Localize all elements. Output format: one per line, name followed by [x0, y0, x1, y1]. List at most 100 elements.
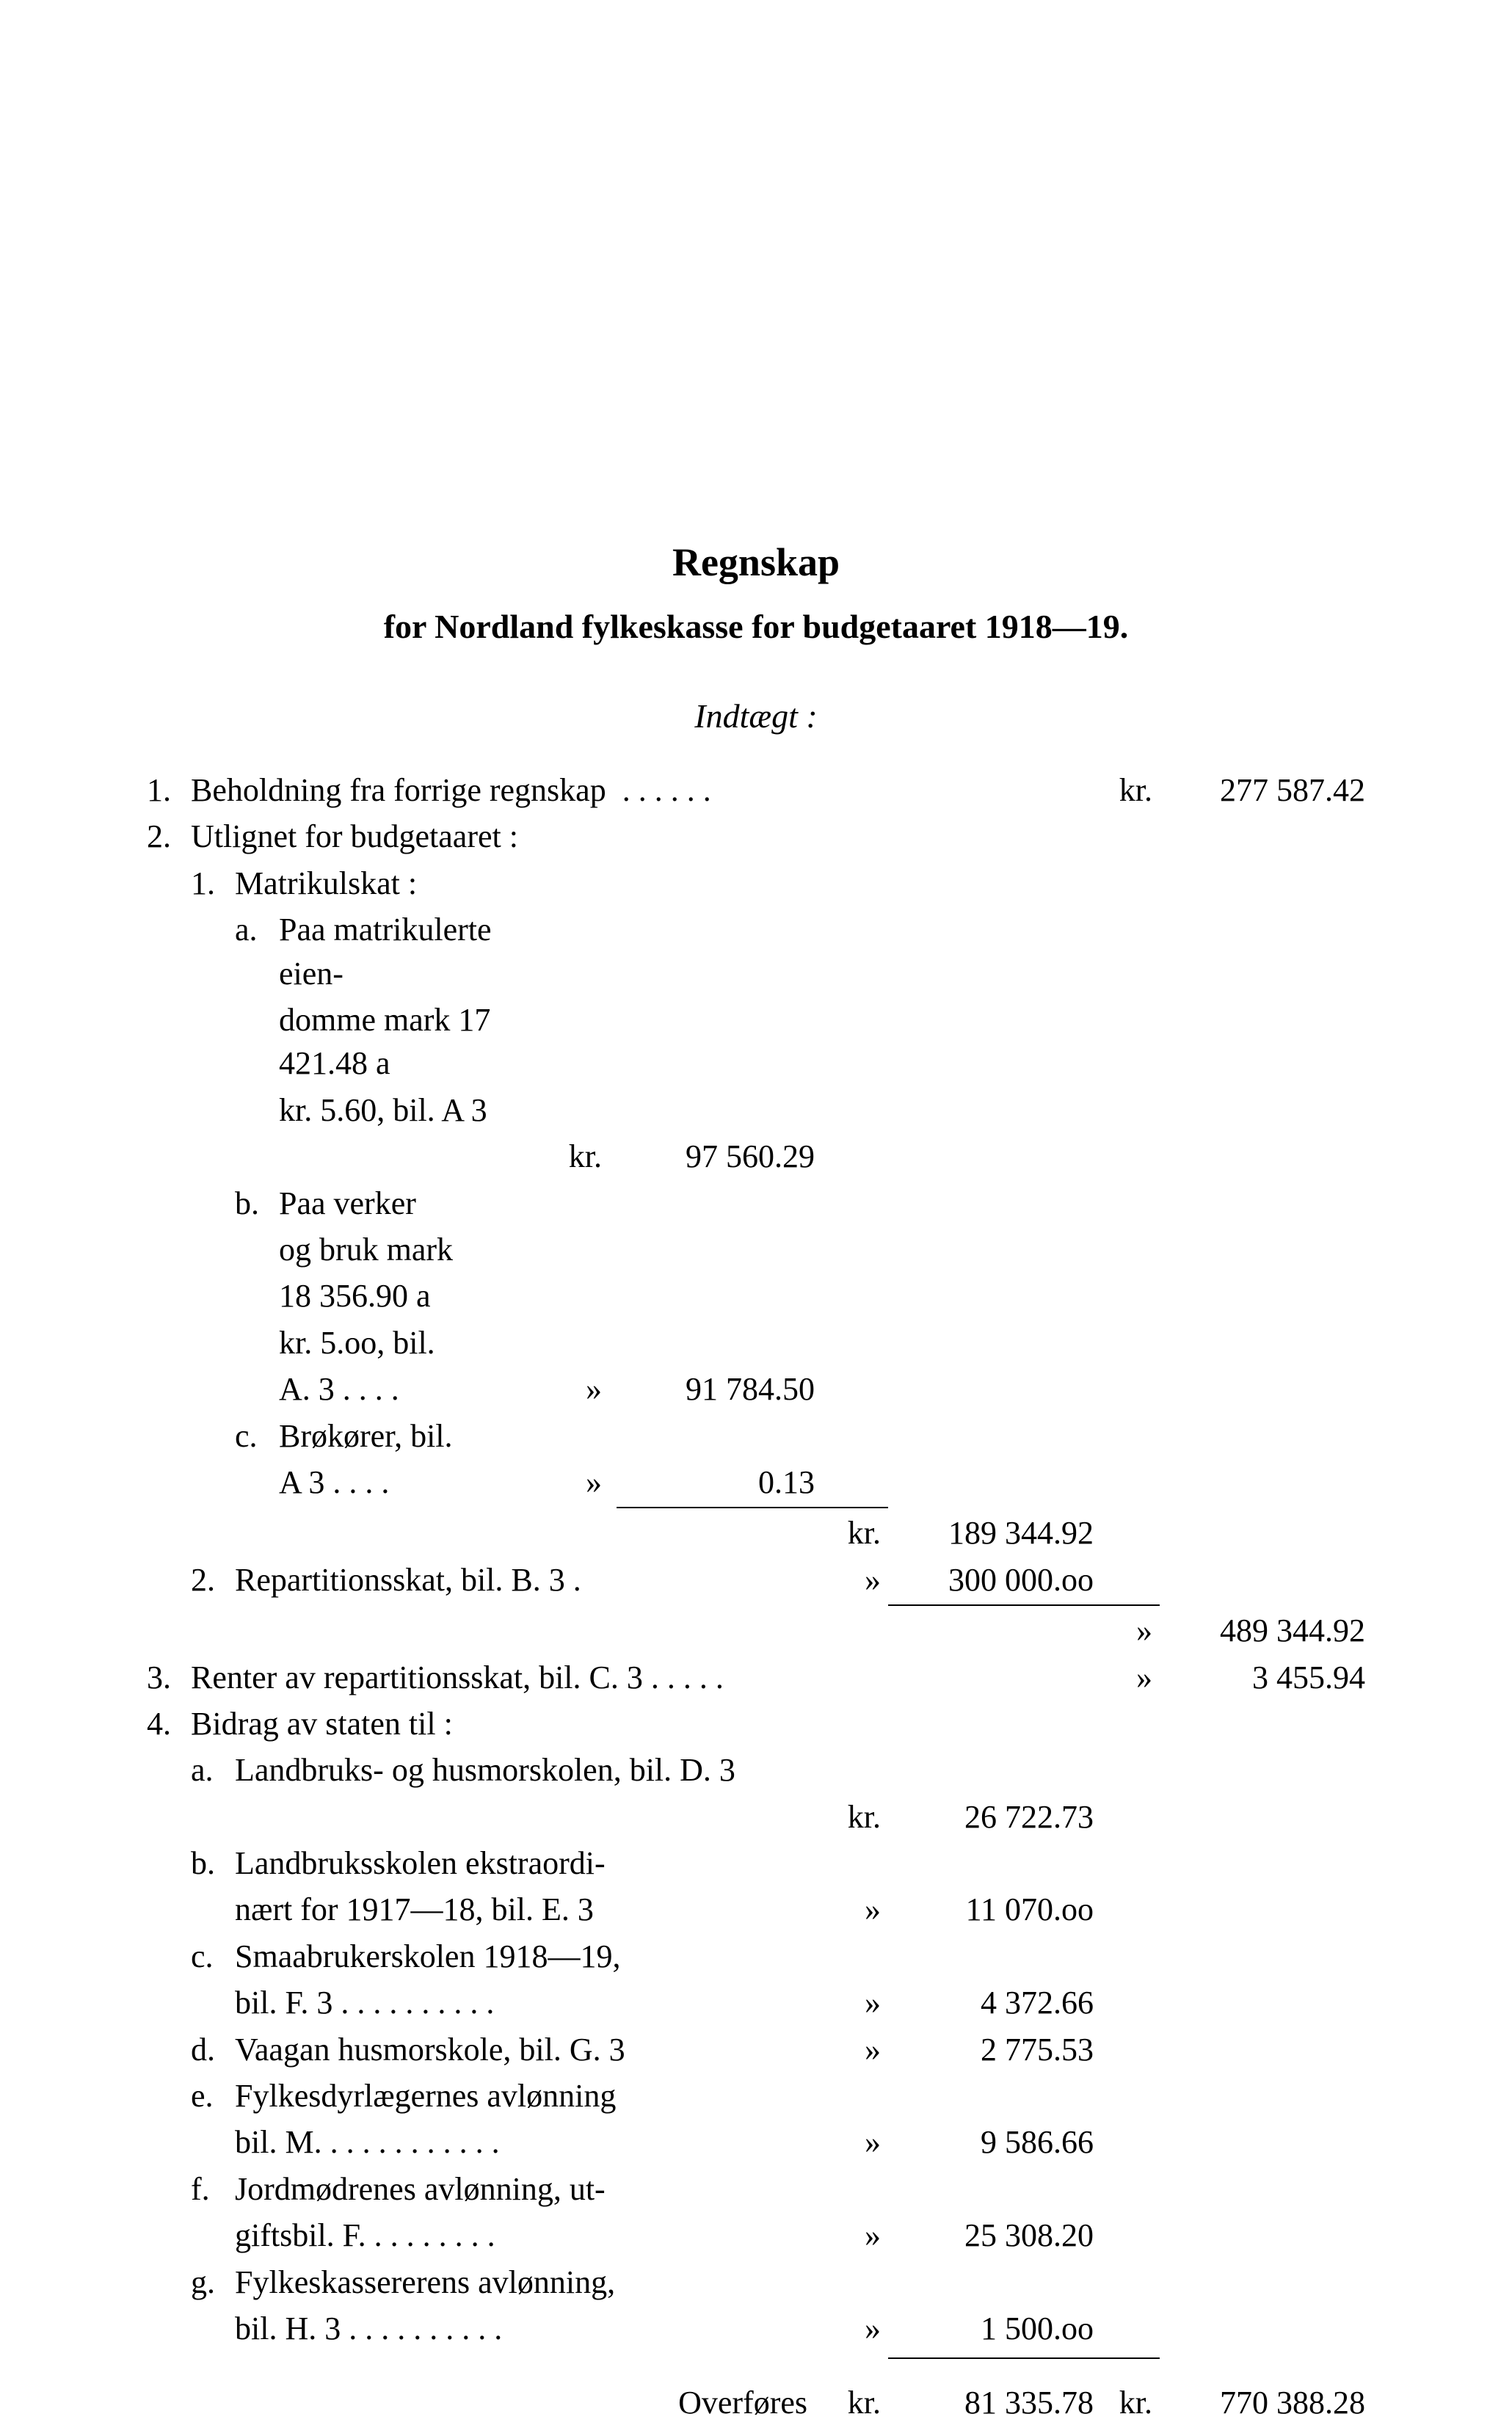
row-label: Landbruks- og husmorskolen, bil. D. 3: [235, 1748, 815, 1792]
rule: [888, 2357, 1160, 2359]
sub-letter: f.: [191, 2167, 235, 2211]
page-subtitle: for Nordland fylkeskasse for budgetaaret…: [147, 604, 1365, 650]
amount: 26 722.73: [888, 1795, 1094, 1839]
row-label: 18 356.90 a: [279, 1274, 543, 1317]
row-label: Smaabrukerskolen 1918—19,: [235, 1935, 815, 1978]
sub-letter: b.: [191, 1842, 235, 1885]
amount: 9 586.66: [888, 2120, 1094, 2164]
sub-letter: c.: [235, 1414, 279, 1458]
row-label: Paa verker: [279, 1182, 543, 1225]
row-4-g-2: bil. H. 3 . . . . . . . . . . » 1 500.oo: [147, 2307, 1365, 2350]
currency-unit: »: [815, 2120, 888, 2164]
row-label: Jordmødrenes avlønning, ut-: [235, 2167, 815, 2211]
row-label: A. 3 . . . .: [279, 1367, 543, 1411]
row-4: 4. Bidrag av staten til :: [147, 1702, 1365, 1745]
currency-unit: »: [1094, 1656, 1160, 1699]
row-4-a-amt: kr. 26 722.73: [147, 1795, 1365, 1839]
rule: [617, 1507, 888, 1508]
document-page: Regnskap for Nordland fylkeskasse for bu…: [0, 0, 1512, 2425]
row-label: Fylkesdyrlægernes avlønning: [235, 2074, 815, 2117]
amount: 277 587.42: [1160, 768, 1365, 812]
row-2-total: » 489 344.92: [147, 1609, 1365, 1652]
row-label: Fylkeskassererens avlønning,: [235, 2261, 815, 2304]
rule: [888, 1604, 1160, 1606]
leader-dots: . . . . . .: [622, 772, 711, 808]
currency-unit: kr.: [815, 1511, 888, 1555]
amount: 1 500.oo: [888, 2307, 1094, 2350]
row-label: Paa matrikulerte eien-: [279, 908, 543, 995]
row-label: bil. F. 3 . . . . . . . . . .: [235, 1981, 815, 2024]
row-label: Repartitionsskat, bil. B. 3 .: [235, 1558, 815, 1601]
row-4-g: g. Fylkeskassererens avlønning,: [147, 2261, 1365, 2304]
row-4-b-2: nært for 1917—18, bil. E. 3 » 11 070.oo: [147, 1888, 1365, 1931]
row-2-1-a-3: kr. 5.60, bil. A 3: [147, 1088, 1365, 1132]
currency-unit: »: [543, 1367, 609, 1411]
row-label: kr. 5.60, bil. A 3: [279, 1088, 543, 1132]
row-4-f: f. Jordmødrenes avlønning, ut-: [147, 2167, 1365, 2211]
row-4-d: d. Vaagan husmorskole, bil. G. 3 » 2 775…: [147, 2028, 1365, 2071]
row-number: 3.: [147, 1656, 191, 1699]
row-number: 2.: [147, 815, 191, 858]
row-2-1-a: a. Paa matrikulerte eien-: [147, 908, 1365, 995]
currency-unit: »: [815, 2028, 888, 2071]
sub-letter: c.: [191, 1935, 235, 1978]
currency-unit: »: [815, 2214, 888, 2257]
amount: 97 560.29: [609, 1135, 815, 1178]
amount: 4 372.66: [888, 1981, 1094, 2024]
amount: 3 455.94: [1160, 1656, 1365, 1699]
row-2-1-b-2: og bruk mark: [147, 1228, 1365, 1271]
amount: 300 000.oo: [888, 1558, 1094, 1601]
sub-letter: g.: [191, 2261, 235, 2304]
row-number: 1.: [147, 768, 191, 812]
amount: 0.13: [609, 1461, 815, 1504]
row-label: Utlignet for budgetaaret :: [191, 815, 815, 858]
row-label: Brøkører, bil.: [279, 1414, 543, 1458]
row-2-1-c: c. Brøkører, bil.: [147, 1414, 1365, 1458]
row-number: 4.: [147, 1702, 191, 1745]
amount: 770 388.28: [1160, 2381, 1365, 2424]
row-label: Beholdning fra forrige regnskap . . . . …: [191, 768, 815, 812]
currency-unit: kr.: [1094, 2381, 1160, 2424]
row-4-b: b. Landbruksskolen ekstraordi-: [147, 1842, 1365, 1885]
row-2-1-a-2: domme mark 17 421.48 a: [147, 998, 1365, 1086]
row-label: bil. M. . . . . . . . . . . .: [235, 2120, 815, 2164]
sub-letter: d.: [191, 2028, 235, 2071]
amount: 91 784.50: [609, 1367, 815, 1411]
row-2-1: 1. Matrikulskat :: [147, 862, 1365, 905]
currency-unit: »: [1094, 1609, 1160, 1652]
row-4-e: e. Fylkesdyrlægernes avlønning: [147, 2074, 1365, 2117]
row-label: Vaagan husmorskole, bil. G. 3: [235, 2028, 815, 2071]
row-2-2: 2. Repartitionsskat, bil. B. 3 . » 300 0…: [147, 1558, 1365, 1601]
row-label: kr. 5.oo, bil.: [279, 1321, 543, 1364]
amount: 2 775.53: [888, 2028, 1094, 2071]
amount: 81 335.78: [888, 2381, 1094, 2424]
section-heading: Indtægt :: [147, 694, 1365, 739]
sub-letter: a.: [235, 908, 279, 951]
row-label: domme mark 17 421.48 a: [279, 998, 543, 1086]
row-label: Matrikulskat :: [235, 862, 815, 905]
carry-label: Overføres: [191, 2381, 815, 2424]
currency-unit: »: [815, 1981, 888, 2024]
row-label: og bruk mark: [279, 1228, 543, 1271]
row-2-1-b: b. Paa verker: [147, 1182, 1365, 1225]
row-4-c-2: bil. F. 3 . . . . . . . . . . » 4 372.66: [147, 1981, 1365, 2024]
row-2-1-subtotal: kr. 189 344.92: [147, 1511, 1365, 1555]
currency-unit: »: [815, 2307, 888, 2350]
currency-unit: »: [543, 1461, 609, 1504]
row-label: A 3 . . . .: [279, 1461, 543, 1504]
page-title: Regnskap: [147, 536, 1365, 589]
row-carry: Overføres kr. 81 335.78 kr. 770 388.28: [147, 2381, 1365, 2424]
sub-number: 2.: [191, 1558, 235, 1601]
row-2: 2. Utlignet for budgetaaret :: [147, 815, 1365, 858]
amount: 489 344.92: [1160, 1609, 1365, 1652]
row-4-a: a. Landbruks- og husmorskolen, bil. D. 3: [147, 1748, 1365, 1792]
amount: 189 344.92: [888, 1511, 1094, 1555]
row-2-1-a-amt: kr. 97 560.29: [147, 1135, 1365, 1178]
row-label: nært for 1917—18, bil. E. 3: [235, 1888, 815, 1931]
currency-unit: kr.: [815, 2381, 888, 2424]
currency-unit: kr.: [543, 1135, 609, 1178]
row-2-1-b-5: A. 3 . . . . » 91 784.50: [147, 1367, 1365, 1411]
row-1: 1. Beholdning fra forrige regnskap . . .…: [147, 768, 1365, 812]
row-4-e-2: bil. M. . . . . . . . . . . . » 9 586.66: [147, 2120, 1365, 2164]
sub-letter: e.: [191, 2074, 235, 2117]
